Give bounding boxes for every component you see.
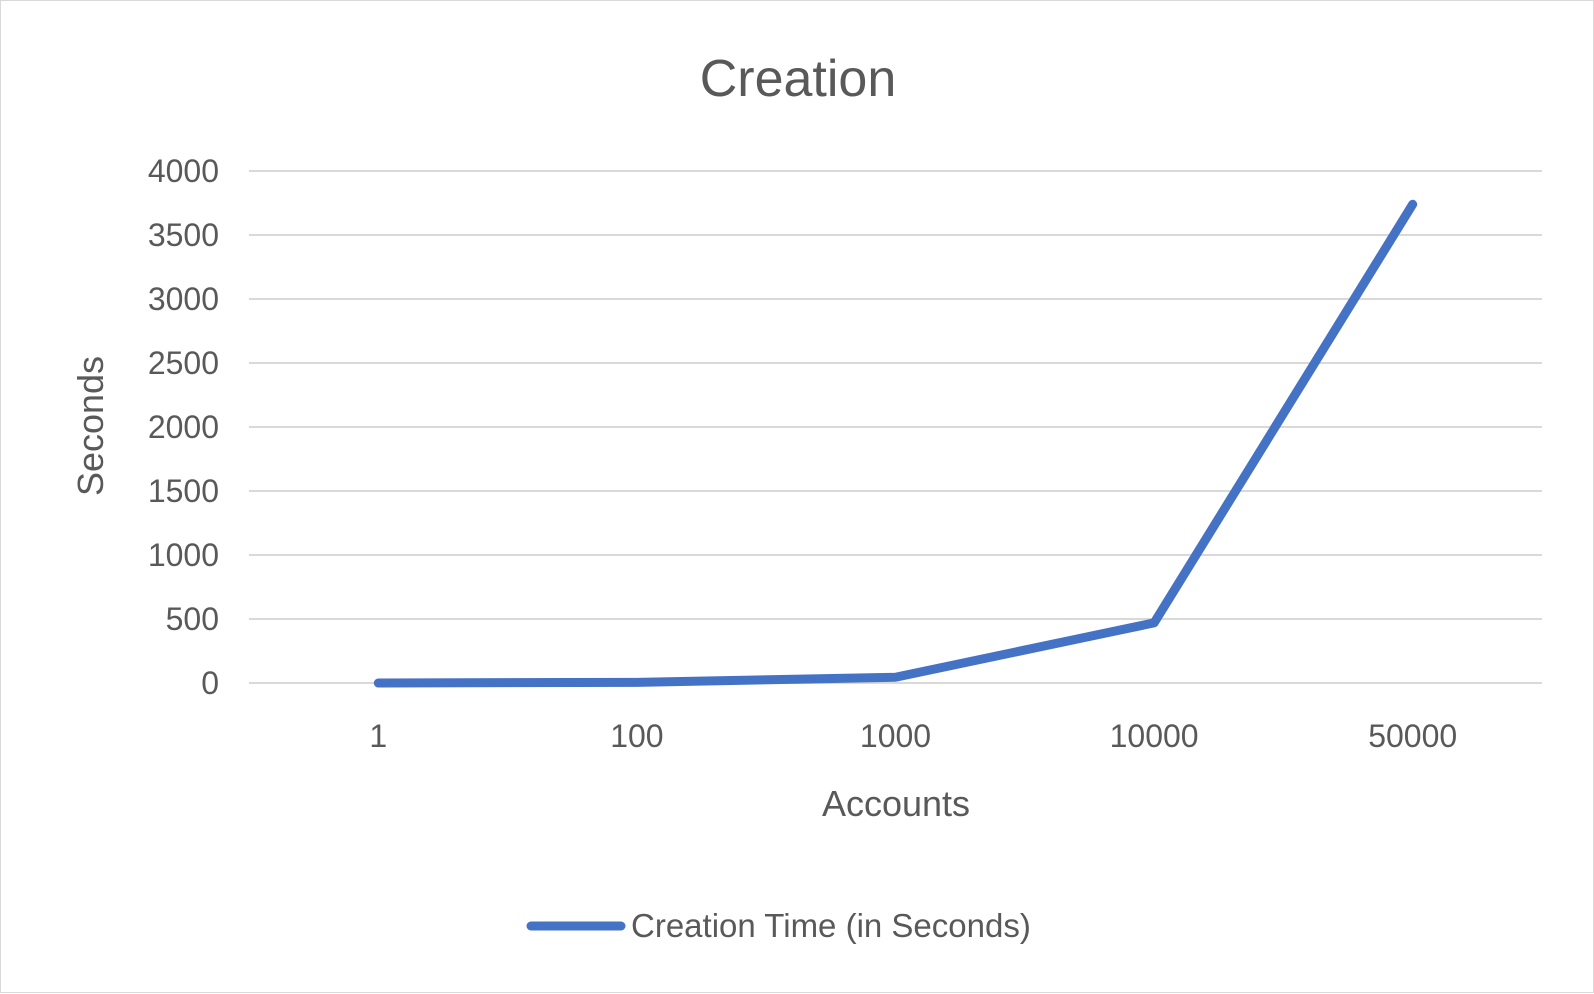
y-tick-label: 3500 bbox=[148, 217, 219, 253]
y-axis-title: Seconds bbox=[70, 356, 111, 496]
y-axis-tick-labels: 0 500 1000 1500 2000 2500 3000 3500 4000 bbox=[148, 153, 219, 701]
legend-label: Creation Time (in Seconds) bbox=[631, 907, 1031, 944]
series-line-0 bbox=[373, 199, 1418, 688]
y-tick-label: 2500 bbox=[148, 345, 219, 381]
x-tick-label: 10000 bbox=[1110, 718, 1199, 754]
x-tick-label: 1 bbox=[369, 718, 387, 754]
y-tick-label: 2000 bbox=[148, 409, 219, 445]
x-tick-label: 50000 bbox=[1368, 718, 1457, 754]
y-tick-label: 500 bbox=[166, 601, 219, 637]
y-tick-label: 4000 bbox=[148, 153, 219, 189]
x-tick-label: 100 bbox=[610, 718, 663, 754]
y-tick-label: 1000 bbox=[148, 537, 219, 573]
x-tick-label: 1000 bbox=[860, 718, 931, 754]
y-tick-label: 3000 bbox=[148, 281, 219, 317]
x-axis-title: Accounts bbox=[822, 783, 970, 824]
series-lines bbox=[373, 199, 1418, 688]
y-tick-label: 1500 bbox=[148, 473, 219, 509]
chart-title: Creation bbox=[700, 50, 897, 108]
x-axis-tick-labels: 1 100 1000 10000 50000 bbox=[369, 718, 1457, 754]
legend: Creation Time (in Seconds) bbox=[526, 907, 1031, 944]
gridlines bbox=[249, 170, 1542, 684]
y-tick-label: 0 bbox=[201, 665, 219, 701]
